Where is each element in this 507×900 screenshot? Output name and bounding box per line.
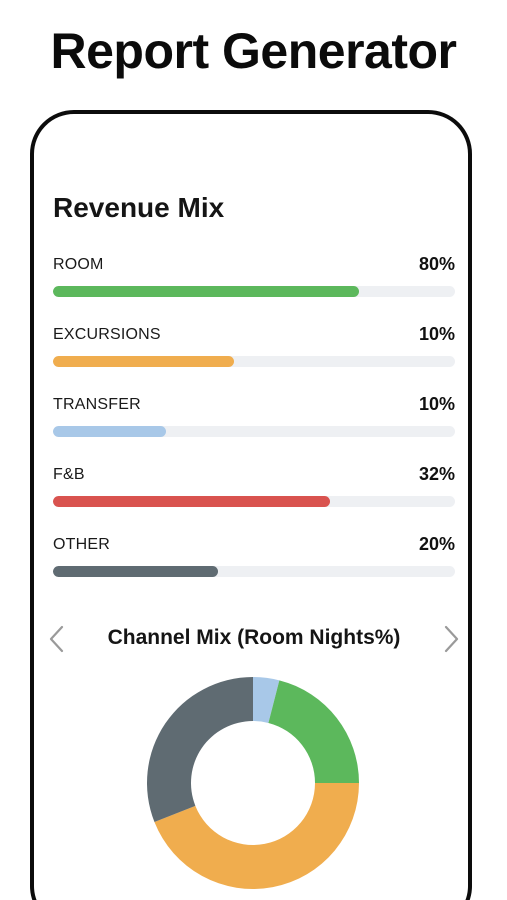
channel-mix-donut-chart	[146, 677, 359, 889]
chevron-right-icon[interactable]	[439, 622, 463, 656]
revenue-row-label: EXCURSIONS	[53, 326, 161, 343]
donut-slice-2	[154, 783, 359, 889]
revenue-row-label: OTHER	[53, 536, 110, 553]
revenue-row-percent: 80%	[418, 254, 455, 274]
revenue-row-fnb: F&B 32%	[53, 464, 455, 516]
donut-slice-1	[268, 680, 359, 783]
revenue-row-label: TRANSFER	[53, 396, 141, 413]
page-title: Report Generator	[50, 23, 457, 79]
progress-track	[53, 356, 455, 367]
progress-track	[53, 286, 455, 297]
revenue-row-percent: 20%	[418, 534, 455, 554]
revenue-row-excursions: EXCURSIONS 10%	[53, 324, 455, 376]
chevron-left-icon[interactable]	[45, 622, 69, 656]
progress-fill	[53, 426, 166, 437]
revenue-row-percent: 10%	[418, 324, 455, 344]
progress-fill	[53, 566, 218, 577]
progress-fill	[53, 286, 359, 297]
progress-track	[53, 566, 455, 577]
donut-slice-0	[253, 677, 280, 723]
revenue-row-percent: 10%	[418, 394, 455, 414]
revenue-row-label: F&B	[53, 466, 85, 483]
revenue-row-label: ROOM	[53, 256, 104, 273]
progress-track	[53, 496, 455, 507]
channel-mix-header: Channel Mix (Room Nights%)	[45, 622, 463, 656]
revenue-mix-title: Revenue Mix	[53, 192, 225, 223]
revenue-row-room: ROOM 80%	[53, 254, 455, 306]
progress-fill	[53, 356, 234, 367]
progress-fill	[53, 496, 331, 507]
revenue-row-transfer: TRANSFER 10%	[53, 394, 455, 446]
revenue-row-other: OTHER 20%	[53, 534, 455, 586]
revenue-row-percent: 32%	[418, 464, 455, 484]
progress-track	[53, 426, 455, 437]
channel-mix-title: Channel Mix (Room Nights%)	[107, 626, 401, 649]
donut-slice-3	[146, 677, 253, 823]
